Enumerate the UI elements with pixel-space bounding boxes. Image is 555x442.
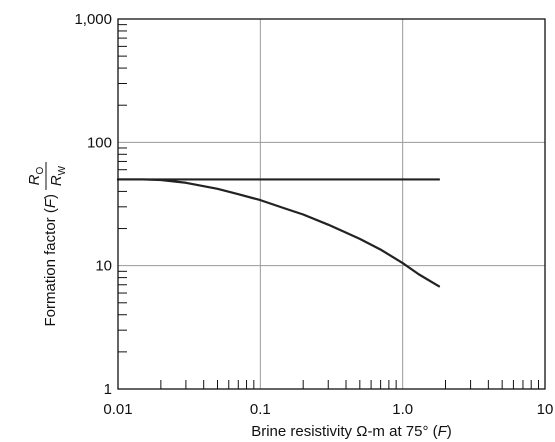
y-tick-label: 100 [87,134,112,151]
x-tick-label: 0.01 [103,401,132,418]
ratio-numerator-sub: O [35,166,46,174]
series-layer [116,178,441,288]
y-axis-title-main: Formation factor ( [42,208,59,326]
y-axis-ratio: RO RW [26,162,68,190]
y-tick-label: 1,000 [74,11,112,28]
y-tick-label: 10 [95,258,112,275]
x-axis-title-main: Brine resistivity Ω-m at 75° ( [251,423,437,440]
grid-layer [118,19,545,389]
y-axis-title-text: Formation factor (F) [42,194,59,327]
ratio-denominator: RW [48,165,68,186]
x-tick-label: 10 [537,401,554,418]
y-axis-title-close: ) [42,194,59,199]
ratio-numerator: RO [26,166,46,185]
y-tick-label: 1 [104,381,112,398]
y-axis-title: Formation factor (F) RO RW [26,162,68,327]
ratio-denominator-main: R [48,175,65,186]
x-axis-title: Brine resistivity Ω-m at 75° (F) [251,423,452,440]
tick-label-layer: 0.01 0.1 1.0 10 1 10 100 1,000 [74,11,553,418]
minor-tick-layer [118,24,539,389]
x-tick-label: 1.0 [392,401,413,418]
ratio-denominator-sub: W [57,165,68,175]
ratio-numerator-main: R [26,174,43,185]
x-axis-title-close: ) [447,423,452,440]
series-line-declining [116,178,441,288]
plot-area-frame [117,18,546,390]
x-axis-title-italic: F [438,423,448,440]
x-tick-label: 0.1 [250,401,271,418]
y-axis-title-italic: F [42,198,59,208]
